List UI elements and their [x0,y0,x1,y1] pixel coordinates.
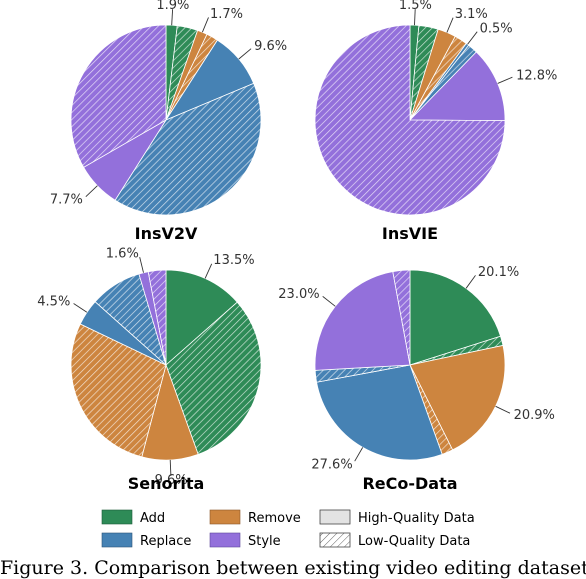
pie-label-insv2v-replace: 9.6% [254,39,287,54]
pie-label-insvie-add: 1.5% [399,0,432,13]
pie-slice-reco-data-add-high-quality-leader-line [465,275,476,289]
figure-caption: Figure 3. Comparison between existing vi… [0,557,586,579]
pie-label-insv2v-remove: 1.7% [210,7,243,22]
pie-slice-reco-data-add-high-quality [409,269,502,366]
legend-label-remove: Remove [248,511,301,526]
pie-slice-reco-data-remove-high-quality [409,344,506,451]
pie-label-reco-data-add: 20.1% [478,265,519,280]
pie-chart-insv2v: 1.9% 1.7% 9.6% 7.7% [50,0,287,216]
legend-swatch-high-quality [319,509,351,525]
pie-slice-insvie-add-high-quality-leader-line [414,9,416,26]
pie-label-senorita-add: 13.5% [213,253,254,268]
pie-slice-insvie-style-high-quality-leader-line [497,76,513,84]
pie-label-insvie-style: 12.8% [516,69,557,84]
pie-slice-senorita-remove-low-quality-hatch [71,324,166,457]
pie-slice-senorita-add-low-quality-hatch [166,302,261,455]
legend-label-high-quality: High-Quality Data [358,511,475,526]
pie-slice-reco-data-style-high-quality [314,271,411,371]
legend-label-add: Add [140,511,165,526]
legend-swatch-replace [101,532,133,548]
pie-label-insv2v-add: 1.9% [156,0,189,13]
legend-label-replace: Replace [140,534,191,549]
pie-label-reco-data-style: 23.0% [278,287,319,302]
chart-title-insv2v: InsV2V [135,224,198,243]
pie-slice-insvie-style-low-quality-hatch [315,25,505,215]
pie-slice-reco-data-add-low-quality-hatch [410,336,503,365]
pie-slice-insvie-remove-low-quality-hatch [410,36,467,120]
pie-slice-insv2v-remove-low-quality-hatch [166,34,218,120]
pie-slice-insvie-replace-high-quality-leader-line [467,31,478,45]
legend-swatch-remove [209,509,241,525]
pie-slice-insv2v-remove-high-quality-leader-line [201,17,209,33]
pie-chart-reco-data: 20.1% 20.9% 27.6% 23.0% [278,265,555,473]
pie-slice-senorita-remove-high-quality-leader-line [169,459,172,476]
chart-title-reco-data: ReCo-Data [362,474,457,493]
pie-slice-reco-data-replace-high-quality [316,364,443,461]
pie-slice-senorita-replace-high-quality-leader-line [73,303,88,313]
pie-label-senorita-replace: 4.5% [37,294,70,309]
pie-label-reco-data-remove: 20.9% [514,408,555,423]
pie-slice-senorita-replace-low-quality-hatch [95,273,166,365]
pie-label-insv2v-style: 7.7% [50,193,83,208]
pie-slice-insv2v-replace-low-quality-hatch [115,83,261,215]
chart-title-insvie: InsVIE [382,224,438,243]
pie-slice-senorita-style-low-quality-hatch [148,269,166,365]
pie-label-senorita-remove: 9.6% [155,473,188,488]
legend-swatch-add [101,509,133,525]
pie-slice-reco-data-remove-high-quality-leader-line [495,405,511,414]
pie-chart-insvie: 1.5% 3.1%0.5% 12.8% [314,0,557,216]
pie-slice-reco-data-replace-high-quality-leader-line [354,447,364,462]
pie-slice-senorita-add-high-quality-leader-line [204,263,213,279]
pie-slice-insv2v-add-high-quality-leader-line [171,9,174,26]
pie-slice-insv2v-style-low-quality-hatch [71,25,166,168]
pie-slice-senorita-add-high-quality [165,269,238,366]
pie-slice-reco-data-style-low-quality-hatch [392,270,410,365]
pie-label-senorita-style: 1.6% [106,246,139,261]
pie-slice-insv2v-replace-high-quality-leader-line [238,48,252,60]
pie-slice-insvie-remove-high-quality-leader-line [446,17,454,33]
pie-slice-reco-data-remove-low-quality-hatch [410,365,453,455]
pie-slice-senorita-style-high-quality-leader-line [139,256,144,273]
pie-slice-insvie-replace-low-quality-hatch [410,45,477,120]
legend-label-style: Style [248,534,281,549]
chart-title-senorita: Senorita [128,474,205,493]
pie-slice-reco-data-style-high-quality-leader-line [322,296,336,307]
legend-label-low-quality: Low-Quality Data [358,534,470,549]
pie-label-insvie-replace: 0.5% [480,22,513,37]
pie-chart-senorita: 13.5% 9.6% 4.5% 1.6% [37,246,262,488]
legend-swatch-style [209,532,241,548]
pie-slice-insvie-style-high-quality [409,51,506,122]
pie-label-insvie-remove: 3.1% [455,7,488,22]
pie-slice-insv2v-style-high-quality-leader-line [85,185,98,198]
legend: Add Replace Remove Style High-Quality Da… [101,509,475,549]
pie-label-reco-data-replace: 27.6% [311,458,352,473]
legend-swatch-low-quality [319,532,351,548]
